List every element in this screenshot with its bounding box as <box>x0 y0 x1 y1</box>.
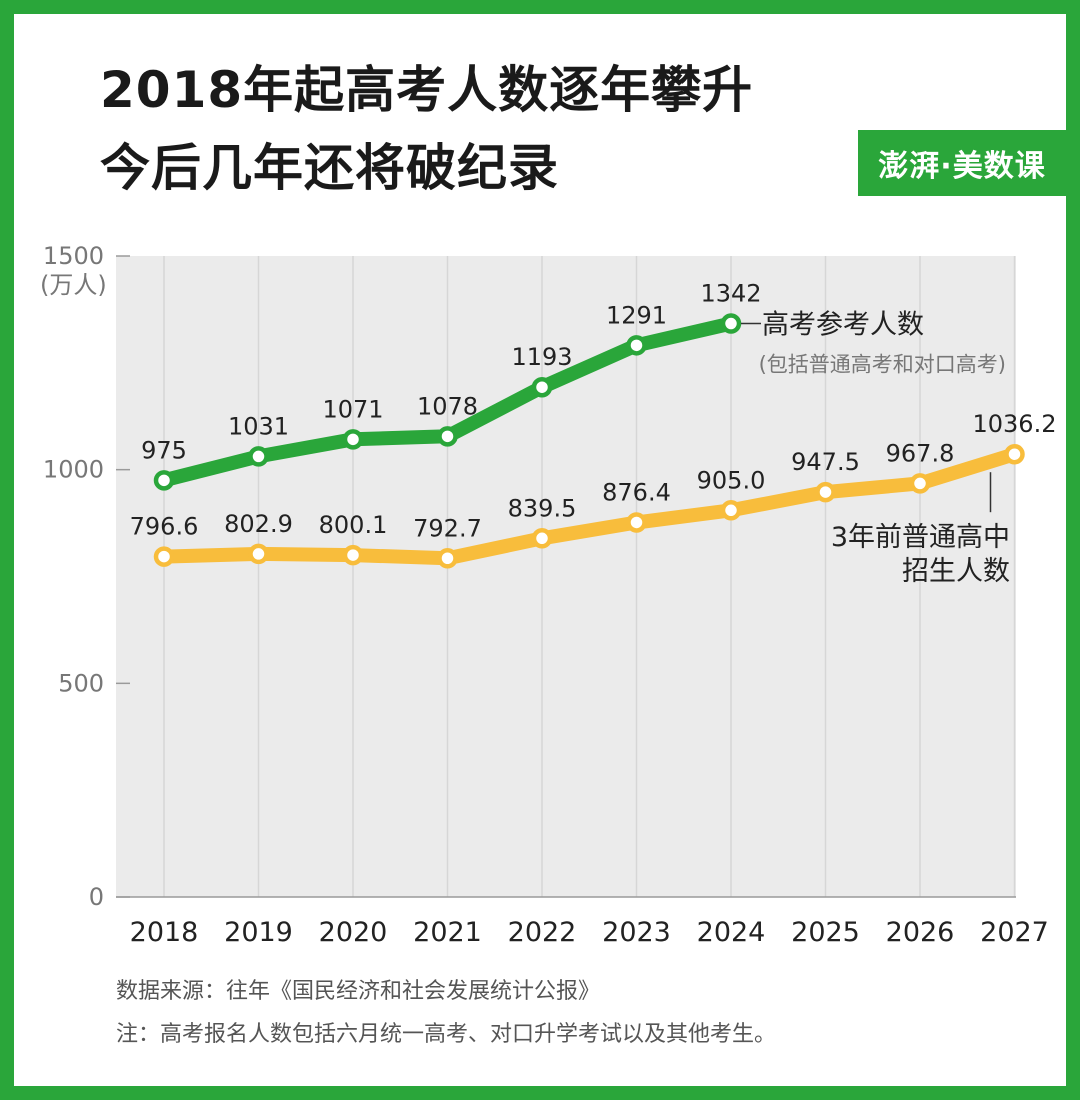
data-point-1-2023 <box>626 512 647 533</box>
x-tick-label-2027: 2027 <box>980 917 1049 948</box>
data-label-1-2019: 802.9 <box>224 510 293 538</box>
legend-label-1-line-1: 招生人数 <box>902 556 1010 587</box>
y-tick-label-1500: 1500 <box>43 242 104 270</box>
data-point-1-2025 <box>815 481 836 503</box>
data-label-1-2025: 947.5 <box>791 448 860 476</box>
title-line-1: 2018年起高考人数逐年攀升 <box>100 61 754 119</box>
data-point-0-2024 <box>720 313 742 334</box>
x-tick-label-2018: 2018 <box>130 917 199 948</box>
x-tick-label-2024: 2024 <box>697 917 766 948</box>
data-point-1-2022 <box>531 528 553 549</box>
data-point-0-2022 <box>531 376 553 398</box>
data-label-0-2019: 1031 <box>228 412 289 440</box>
data-label-0-2023: 1291 <box>606 301 667 329</box>
y-tick-label-0: 0 <box>89 883 104 911</box>
data-point-0-2019 <box>248 446 269 467</box>
x-tick-label-2025: 2025 <box>791 917 860 948</box>
data-point-1-2027 <box>1004 443 1025 465</box>
legend-label-0: 高考参考人数 <box>762 310 924 341</box>
title-line-2: 今后几年还将破纪录 <box>100 139 559 197</box>
legend-label-1-line-0: 3年前普通高中 <box>831 522 1010 553</box>
data-point-1-2018 <box>153 546 175 567</box>
x-tick-label-2022: 2022 <box>508 917 577 948</box>
legend-sublabel-0: (包括普通高考和对口高考) <box>759 353 1006 377</box>
data-label-1-2021: 792.7 <box>413 514 482 542</box>
data-label-1-2027: 1036.2 <box>973 410 1057 438</box>
y-tick-label-500: 500 <box>58 669 104 697</box>
data-label-1-2022: 839.5 <box>508 494 577 522</box>
x-tick-label-2026: 2026 <box>886 917 955 948</box>
data-label-0-2024: 1342 <box>700 280 761 308</box>
data-point-1-2024 <box>720 500 742 521</box>
series-line-1 <box>157 447 1022 566</box>
footnote: 注：高考报名人数包括六月统一高考、对口升学考试以及其他考生。 <box>116 1022 777 1047</box>
data-point-1-2020 <box>342 544 364 566</box>
data-point-1-2021 <box>437 548 458 569</box>
data-point-0-2021 <box>437 426 458 447</box>
data-label-1-2020: 800.1 <box>319 511 388 539</box>
plot-area <box>116 256 1016 897</box>
data-point-0-2020 <box>342 429 364 450</box>
data-label-0-2018: 975 <box>141 436 187 464</box>
data-label-0-2022: 1193 <box>511 343 572 371</box>
data-source: 数据来源：往年《国民经济和社会发展统计公报》 <box>116 979 601 1004</box>
data-label-0-2020: 1071 <box>322 395 383 423</box>
x-tick-label-2023: 2023 <box>602 917 671 948</box>
data-point-0-2018 <box>153 470 175 491</box>
data-label-1-2026: 967.8 <box>886 439 955 467</box>
x-tick-label-2021: 2021 <box>413 917 482 948</box>
data-label-0-2021: 1078 <box>417 392 478 420</box>
y-axis-unit: (万人) <box>40 271 107 299</box>
data-label-1-2023: 876.4 <box>602 478 671 506</box>
data-label-1-2018: 796.6 <box>130 513 199 541</box>
y-tick-label-1000: 1000 <box>43 456 104 484</box>
x-tick-label-2019: 2019 <box>224 917 293 948</box>
data-point-0-2023 <box>626 335 647 356</box>
data-point-1-2019 <box>248 543 269 565</box>
x-tick-label-2020: 2020 <box>319 917 388 948</box>
logo-badge: 澎湃·美数课 <box>858 130 1066 196</box>
data-point-1-2026 <box>909 473 931 494</box>
data-label-1-2024: 905.0 <box>697 466 766 494</box>
